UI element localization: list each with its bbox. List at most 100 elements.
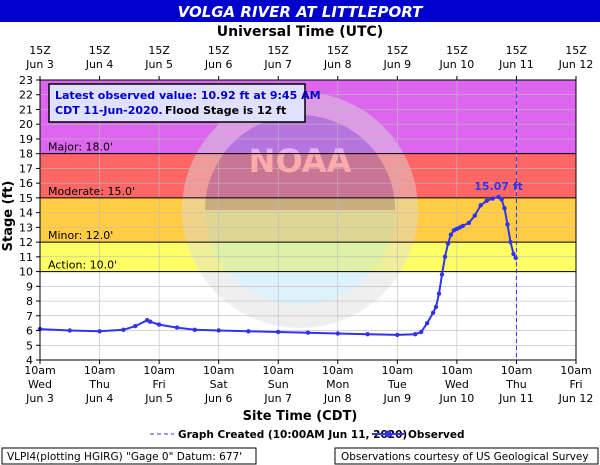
observed-point <box>460 223 465 229</box>
observed-points <box>37 194 518 338</box>
bottom-tick-label: Jun 9 <box>382 392 411 405</box>
footer: VLPI4(plotting HGIRG) "Gage 0" Datum: 67… <box>1 447 599 465</box>
bottom-tick-label: 10am <box>560 364 591 377</box>
bottom-tick-label: Mon <box>326 378 349 391</box>
legend-observed-label: Observed <box>408 429 464 441</box>
info-box: Latest observed value: 10.92 ft at 9:45 … <box>48 83 321 123</box>
bottom-tick-label: Fri <box>153 378 166 391</box>
y-tick-label: 23 <box>19 74 33 87</box>
plot-area: NOAA Action: 10.0' Minor: 12.0' Moderate: … <box>37 79 577 361</box>
footer-datum: VLPI4(plotting HGIRG) "Gage 0" Datum: 67… <box>7 451 242 463</box>
bottom-tick-label: 10am <box>203 364 234 377</box>
y-tick-label: 7 <box>26 310 33 323</box>
footer-credit: Observations courtesy of US Geological S… <box>341 451 589 463</box>
plot-border <box>39 79 577 361</box>
observed-point <box>335 331 340 336</box>
observed-point <box>365 332 370 337</box>
observed-point <box>276 329 281 335</box>
bottom-tick-label: 10am <box>262 364 293 377</box>
y-tick-label: 14 <box>19 207 33 220</box>
y-tick-label: 9 <box>26 280 33 293</box>
threshold-label-major: Major: 18.0' <box>48 141 113 154</box>
y-tick-label: 8 <box>26 295 33 308</box>
observed-point <box>478 203 483 208</box>
chart-title: VOLGA RIVER AT LITTLEPORT <box>178 3 425 21</box>
y-axis-label: Stage (ft) <box>1 181 16 252</box>
observed-point <box>472 213 477 218</box>
bottom-tick-label: Sun <box>268 378 289 391</box>
top-tick-label: Jun 10 <box>439 58 475 71</box>
bottom-tick-label: Jun 10 <box>439 392 475 405</box>
legend-created-label: Graph Created (10:00AM Jun 11, 2020) <box>178 429 407 441</box>
bottom-tick-label: Jun 5 <box>144 392 173 405</box>
top-tick-label: 15Z <box>446 44 468 57</box>
bottom-tick-label: Wed <box>445 378 469 391</box>
info-box-frame <box>48 83 306 123</box>
observed-point <box>445 241 451 246</box>
observed-point <box>511 251 516 257</box>
y-tick-label: 20 <box>19 118 33 131</box>
info-latest-value: Latest observed value: 10.92 ft at 9:45 … <box>55 89 321 102</box>
bottom-tick-label: Fri <box>569 378 582 391</box>
top-tick-label: 15Z <box>148 44 170 57</box>
y-tick-label: 11 <box>19 251 33 264</box>
flood-labels: Action: 10.0' Minor: 12.0' Moderate: 15.0'… <box>48 141 135 272</box>
observed-point <box>439 272 445 277</box>
observed-point <box>430 310 436 315</box>
legend: Graph Created (10:00AM Jun 11, 2020) Obs… <box>150 429 464 441</box>
noaa-watermark: NOAA <box>182 92 418 328</box>
observed-point <box>174 325 180 330</box>
observed-point <box>121 327 126 332</box>
footer-right-box <box>334 447 599 465</box>
observed-point <box>484 198 489 203</box>
bottom-tick-label: Wed <box>28 378 52 391</box>
y-tick-label: 19 <box>19 133 33 146</box>
bottom-tick-label: Jun 7 <box>263 392 292 405</box>
bottom-tick-label: Jun 4 <box>85 392 114 405</box>
observed-point <box>505 222 510 227</box>
flood-bands <box>40 80 576 272</box>
bottom-tick-label: Jun 6 <box>204 392 233 405</box>
bottom-tick-label: Jun 3 <box>25 392 54 405</box>
observed-point <box>419 329 424 335</box>
top-tick-label: Jun 11 <box>498 58 534 71</box>
watermark-seal-inner <box>205 115 395 305</box>
observed-point <box>156 322 162 327</box>
observed-point <box>148 319 153 324</box>
bottom-tick-label: 10am <box>24 364 55 377</box>
watermark-text: NOAA <box>249 142 352 180</box>
y-tick-label: 17 <box>19 162 33 175</box>
observed-point <box>508 239 513 245</box>
y-tick-label: 16 <box>19 177 33 190</box>
threshold-label-action: Action: 10.0' <box>48 259 117 272</box>
observed-point <box>424 321 430 326</box>
top-tick-label: 15Z <box>565 44 587 57</box>
observed-point <box>513 255 518 261</box>
info-date: CDT 11-Jun-2020. <box>55 104 163 117</box>
top-tick-label: Jun 6 <box>204 58 233 71</box>
top-tick-label: 15Z <box>208 44 230 57</box>
y-tick-label: 22 <box>19 89 33 102</box>
bottom-tick-label: Jun 8 <box>323 392 352 405</box>
bottom-tick-label: Jun 11 <box>498 392 534 405</box>
observed-point <box>436 291 442 296</box>
y-tick-label: 18 <box>19 148 33 161</box>
x-axis-label: Site Time (CDT) <box>243 409 358 424</box>
top-tick-label: Jun 3 <box>25 58 54 71</box>
bottom-tick-label: Tue <box>387 378 407 391</box>
title-bar <box>0 0 600 22</box>
watermark-seal-outer <box>182 92 418 328</box>
bottom-tick-label: Thu <box>505 378 527 391</box>
top-tick-label: Jun 8 <box>323 58 352 71</box>
observed-point <box>502 206 507 211</box>
y-tick-label: 15 <box>19 192 33 205</box>
observed-point <box>192 327 197 332</box>
observed-point <box>133 323 138 329</box>
bottom-tick-label: 10am <box>322 364 353 377</box>
y-tick-label: 13 <box>19 221 33 234</box>
